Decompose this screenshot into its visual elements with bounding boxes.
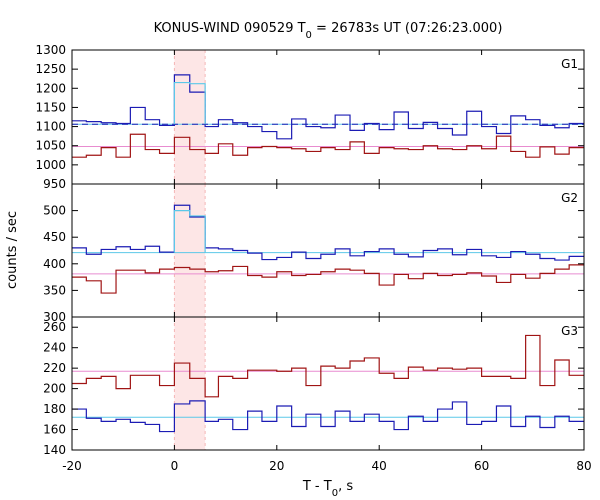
- x-tick-label: 80: [576, 459, 591, 473]
- highlight-interval: [174, 184, 206, 317]
- panel-label: G1: [561, 57, 578, 71]
- y-tick-label: 1050: [35, 139, 66, 153]
- blue-step-series: [72, 74, 584, 140]
- y-tick-label: 1300: [35, 43, 66, 57]
- cyan-excess-series: [173, 210, 206, 253]
- x-tick-label: 40: [372, 459, 387, 473]
- cyan-excess-series: [173, 81, 206, 125]
- y-tick-label: 1250: [35, 62, 66, 76]
- y-tick-label: 220: [43, 361, 66, 375]
- y-tick-label: 350: [43, 283, 66, 297]
- chart-title-time: = 26783s UT (07:26:23.000): [312, 21, 502, 36]
- panel-frame: [71, 183, 585, 318]
- x-tick-label: -20: [62, 459, 82, 473]
- panel-g1: 950 1000 1050 1100 1150 1200 1250 1300 G1: [35, 43, 585, 191]
- y-tick-label: 1100: [35, 120, 66, 134]
- y-tick-label: 300: [43, 310, 66, 324]
- panel-frame: [71, 49, 585, 185]
- chart-title-subscript: 0: [306, 30, 312, 41]
- y-tick-label: 500: [43, 204, 66, 218]
- x-axis-label-subscript: 0: [332, 488, 338, 499]
- highlight-interval: [174, 50, 206, 184]
- blue-step-series: [72, 204, 584, 261]
- y-tick-label: 950: [43, 177, 66, 191]
- blue-step-series: [72, 400, 584, 433]
- x-tick-label: 0: [171, 459, 179, 473]
- y-tick-label: 400: [43, 257, 66, 271]
- panels-group: 950 1000 1050 1100 1150 1200 1250 1300 G1 300 350 4…: [35, 43, 585, 457]
- y-tick-label: 240: [43, 341, 66, 355]
- panel-g2: 300 350 400 450 500 G2: [43, 183, 585, 324]
- red-step-series: [72, 133, 584, 158]
- y-tick-label: 140: [43, 443, 66, 457]
- y-tick-label: 450: [43, 230, 66, 244]
- panel-frame: [71, 316, 585, 451]
- y-tick-label: 1000: [35, 158, 66, 172]
- chart-title: KONUS-WIND 090529 T0 = 26783s UT (07:26:…: [154, 21, 503, 41]
- panel-label: G3: [561, 324, 578, 338]
- y-tick-label: 180: [43, 402, 66, 416]
- x-axis: -20 0 20 40 60 80: [62, 459, 591, 473]
- y-tick-label: 160: [43, 423, 66, 437]
- y-tick-label: 1200: [35, 81, 66, 95]
- y-axis-label: counts / sec: [5, 211, 20, 289]
- x-axis-label-main: T - T: [302, 479, 332, 494]
- y-tick-label: 260: [43, 320, 66, 334]
- x-axis-label: T - T0, s: [302, 479, 353, 499]
- red-step-series: [72, 264, 584, 294]
- highlight-interval: [174, 317, 206, 450]
- x-tick-label: 60: [474, 459, 489, 473]
- y-tick-label: 200: [43, 382, 66, 396]
- x-tick-label: 20: [269, 459, 284, 473]
- panel-g3: 140 160 180 200 220 240 260 G3: [43, 316, 585, 457]
- red-step-series: [72, 334, 584, 398]
- panel-label: G2: [561, 191, 578, 205]
- x-axis-label-unit: , s: [338, 479, 353, 494]
- y-tick-label: 1150: [35, 100, 66, 114]
- chart-title-main: KONUS-WIND 090529 T: [154, 21, 306, 36]
